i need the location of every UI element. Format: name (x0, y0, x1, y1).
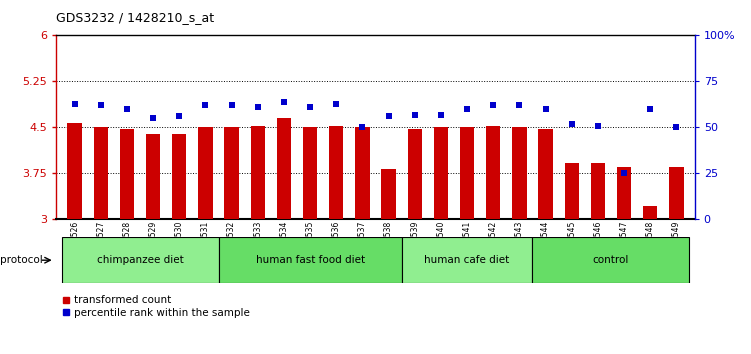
Point (539, 106, 551, 112)
Bar (532, 237, 689, 283)
Bar (408, 129, 422, 219)
Text: human cafe diet: human cafe diet (424, 255, 510, 265)
Point (566, 121, 578, 127)
Point (147, 115, 159, 121)
Point (514, 103, 526, 108)
Point (225, 103, 237, 108)
Bar (251, 126, 265, 219)
Point (68, 101, 80, 106)
Bar (617, 167, 632, 219)
Text: human fast food diet: human fast food diet (255, 255, 365, 265)
Bar (643, 206, 657, 219)
Point (200, 103, 212, 108)
Text: chimpanzee diet: chimpanzee diet (97, 255, 183, 265)
Point (592, 123, 604, 129)
Point (304, 104, 316, 110)
Point (618, 171, 630, 176)
Bar (434, 127, 448, 219)
Text: control: control (593, 255, 629, 265)
Bar (402, 237, 532, 283)
Bar (669, 167, 683, 219)
Bar (225, 127, 239, 219)
Bar (276, 118, 291, 219)
Bar (565, 163, 579, 219)
Point (121, 106, 133, 112)
Bar (538, 129, 553, 219)
Bar (591, 163, 605, 219)
Point (330, 101, 342, 106)
Point (278, 99, 290, 104)
Point (173, 114, 185, 119)
Bar (94, 127, 108, 219)
Point (357, 125, 369, 130)
Bar (512, 127, 526, 219)
Point (409, 112, 421, 118)
Point (671, 125, 683, 130)
Text: GDS3232 / 1428210_s_at: GDS3232 / 1428210_s_at (56, 11, 215, 24)
Bar (119, 129, 134, 219)
Bar (460, 127, 475, 219)
Text: protocol: protocol (0, 255, 43, 265)
Bar (329, 126, 343, 219)
Bar (62, 237, 219, 283)
Point (644, 106, 656, 112)
Point (461, 106, 473, 112)
Bar (486, 126, 500, 219)
Bar (172, 133, 186, 219)
Point (435, 112, 447, 118)
Point (95, 103, 107, 108)
Point (252, 104, 264, 110)
Bar (303, 127, 317, 219)
Bar (68, 122, 82, 219)
Bar (146, 133, 160, 219)
Point (382, 114, 394, 119)
Bar (198, 127, 213, 219)
Bar (219, 237, 402, 283)
Legend: transformed count, percentile rank within the sample: transformed count, percentile rank withi… (62, 296, 250, 318)
Bar (355, 127, 369, 219)
Point (487, 103, 499, 108)
Bar (382, 169, 396, 219)
